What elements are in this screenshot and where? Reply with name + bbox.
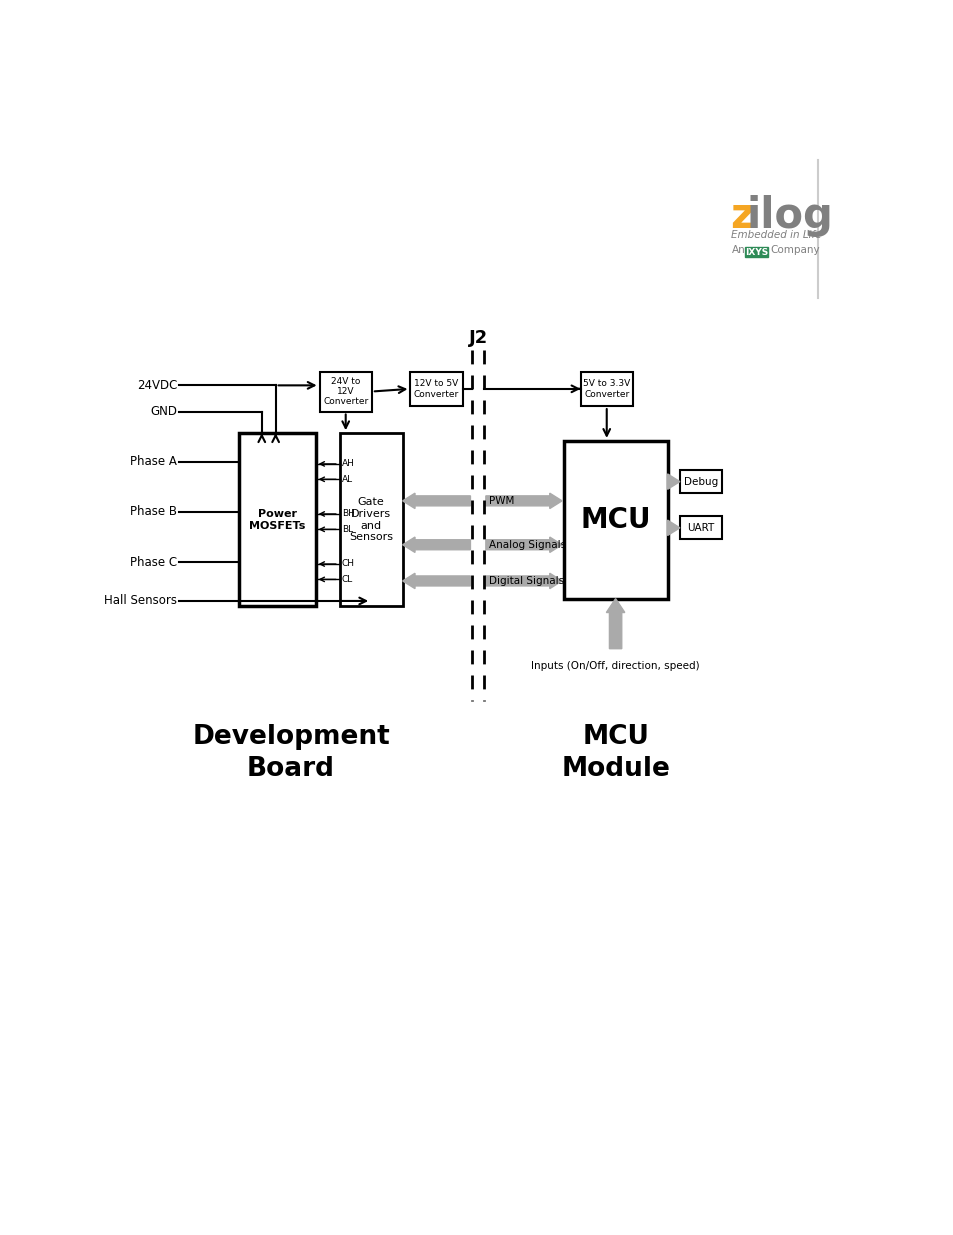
Text: Power
MOSFETs: Power MOSFETs [249, 509, 305, 531]
Text: Debug: Debug [683, 477, 718, 487]
FancyArrow shape [402, 537, 470, 552]
Bar [410, 372, 462, 406]
FancyArrow shape [667, 474, 679, 489]
Text: GND: GND [150, 405, 177, 417]
Bar [563, 441, 667, 599]
FancyArrow shape [667, 520, 679, 536]
Text: BL: BL [341, 525, 353, 534]
FancyArrow shape [402, 493, 470, 509]
Bar [580, 372, 632, 406]
Text: MCU: MCU [579, 505, 650, 534]
Text: z: z [729, 195, 754, 237]
Text: 24V to
12V
Converter: 24V to 12V Converter [323, 377, 368, 406]
Text: Analog Signals: Analog Signals [488, 540, 565, 550]
Text: 24VDC: 24VDC [136, 379, 177, 391]
Bar [339, 433, 402, 606]
Text: PWM: PWM [488, 496, 514, 506]
Text: Embedded in Life: Embedded in Life [731, 230, 821, 241]
Text: J2: J2 [468, 330, 487, 347]
FancyArrow shape [485, 493, 561, 509]
Bar [744, 247, 767, 257]
Text: AL: AL [341, 474, 353, 484]
Text: MCU
Module: MCU Module [561, 724, 670, 782]
Bar [319, 372, 372, 411]
FancyArrow shape [485, 537, 561, 552]
Text: Inputs (On/Off, direction, speed): Inputs (On/Off, direction, speed) [531, 661, 700, 671]
FancyArrow shape [402, 573, 470, 589]
Text: Company: Company [770, 245, 820, 254]
Text: Gate
Drivers
and
Sensors: Gate Drivers and Sensors [349, 498, 393, 542]
FancyArrow shape [485, 573, 561, 589]
Text: Phase B: Phase B [130, 505, 177, 519]
Text: ilog: ilog [746, 195, 833, 237]
Text: Hall Sensors: Hall Sensors [104, 594, 177, 608]
Text: AH: AH [341, 459, 355, 468]
Text: 12V to 5V
Converter: 12V to 5V Converter [414, 379, 458, 399]
Bar [679, 516, 721, 540]
Text: CL: CL [341, 576, 353, 584]
Text: Development
Board: Development Board [192, 724, 390, 782]
Text: An: An [731, 245, 744, 254]
Text: Phase C: Phase C [130, 556, 177, 569]
Text: BH: BH [341, 510, 355, 519]
Text: UART: UART [687, 522, 714, 532]
Text: Phase A: Phase A [130, 454, 177, 468]
Bar [679, 471, 721, 493]
Text: IXYS: IXYS [744, 248, 768, 257]
FancyArrow shape [606, 599, 624, 648]
Text: 5V to 3.3V
Converter: 5V to 3.3V Converter [582, 379, 630, 399]
Bar [238, 433, 315, 606]
Text: CH: CH [341, 559, 355, 568]
Text: Digital Signals: Digital Signals [488, 576, 563, 585]
